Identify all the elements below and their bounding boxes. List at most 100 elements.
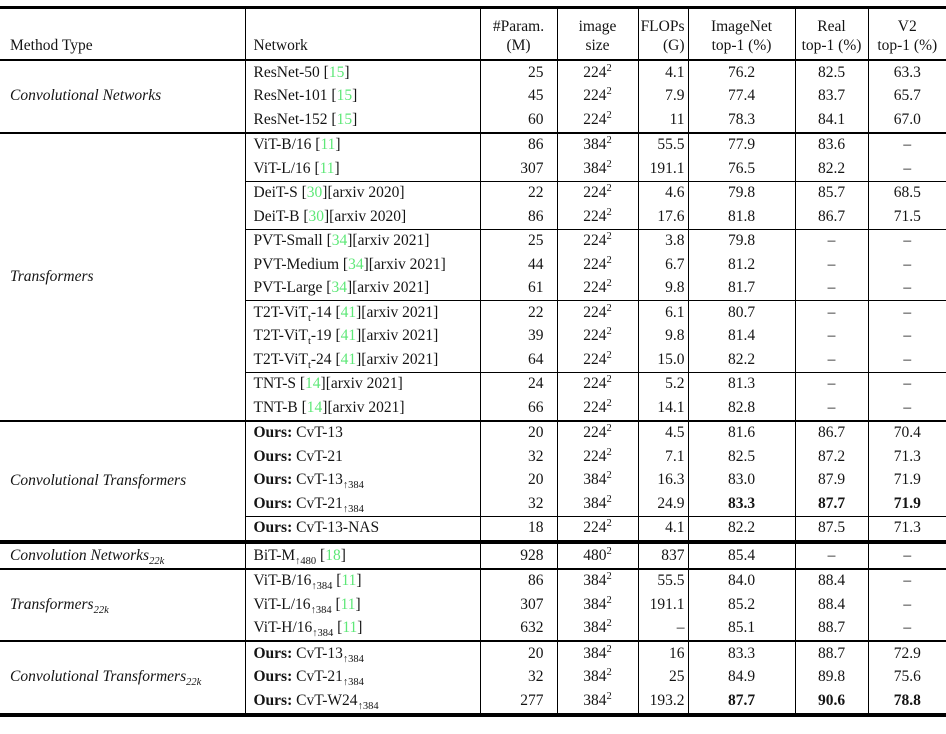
imagenet-cell: 81.3 xyxy=(687,371,795,396)
params-cell: 61 xyxy=(479,276,557,301)
network-cell: Ours: CvT-W24↑384 xyxy=(244,689,480,715)
v2-cell: – xyxy=(867,396,946,421)
citation-link[interactable]: [41] xyxy=(335,350,362,368)
real-cell: 82.5 xyxy=(794,60,868,85)
imagenet-cell: 81.8 xyxy=(687,205,795,229)
imagenet-cell: 82.2 xyxy=(687,348,795,372)
header-flops: FLOPs (G) xyxy=(637,7,688,61)
params-cell: 32 xyxy=(479,492,557,516)
real-cell: – xyxy=(794,253,868,277)
params-cell: 928 xyxy=(479,540,557,569)
citation-link[interactable]: [14] xyxy=(301,398,328,416)
network-cell: T2T-ViTt-24 [41][arxiv 2021] xyxy=(244,348,480,372)
citation-link[interactable]: [34] xyxy=(326,232,353,250)
real-cell: – xyxy=(794,371,868,396)
image-size-cell: 2242 xyxy=(556,419,638,445)
citation-link[interactable]: [11] xyxy=(315,136,341,154)
citation-number: 11 xyxy=(342,619,358,637)
citation-link[interactable]: [18] xyxy=(320,546,346,564)
citation-link[interactable]: [41] xyxy=(335,303,362,321)
table-row: Ours: CvT-13↑384 20 3842 16.3 83.0 87.9 71.9 xyxy=(0,468,946,492)
v2-cell: 71.5 xyxy=(867,205,946,229)
image-size-cell: 2242 xyxy=(556,180,638,205)
image-size-cell: 2242 xyxy=(556,300,638,325)
imagenet-cell: 81.6 xyxy=(687,419,795,445)
method-type-cell: Transformers xyxy=(0,131,245,421)
citation-link[interactable]: [11] xyxy=(336,572,362,590)
imagenet-cell: 77.9 xyxy=(687,131,795,157)
header-real-line1: Real xyxy=(817,18,846,35)
table-row: T2T-ViTt-19 [41][arxiv 2021] 39 2242 9.8 81.… xyxy=(0,324,946,348)
flops-cell: 5.2 xyxy=(637,371,688,396)
imagenet-cell: 81.2 xyxy=(687,253,795,277)
flops-cell: 16 xyxy=(637,640,688,666)
flops-cell: 14.1 xyxy=(637,396,688,421)
header-real: Real top-1 (%) xyxy=(794,7,868,61)
real-cell: 87.2 xyxy=(794,445,868,469)
flops-cell: 55.5 xyxy=(637,131,688,157)
params-cell: 22 xyxy=(479,180,557,205)
header-image-size-line2: size xyxy=(585,37,610,54)
citation-link[interactable]: [41] xyxy=(335,327,362,345)
params-cell: 24 xyxy=(479,371,557,396)
v2-cell: 78.8 xyxy=(867,689,946,715)
table-row: ViT-H/16↑384 [11] 632 3842–85.1 88.7– xyxy=(0,616,946,641)
citation-link[interactable]: [15] xyxy=(323,63,350,81)
flops-cell: 7.1 xyxy=(637,445,688,469)
real-cell: – xyxy=(794,276,868,301)
params-cell: 32 xyxy=(479,665,557,689)
flops-cell: 4.6 xyxy=(637,180,688,205)
image-size-cell: 3842 xyxy=(556,665,638,689)
citation-number: 30 xyxy=(306,184,323,202)
table-row: ResNet-101 [15] 45 2242 7.9 77.4 83.7 65.7 xyxy=(0,84,946,108)
citation-link[interactable]: [11] xyxy=(335,595,361,613)
network-cell: ViT-H/16↑384 [11] xyxy=(244,616,480,641)
citation-link[interactable]: [11] xyxy=(337,619,363,637)
params-cell: 22 xyxy=(479,300,557,325)
flops-cell: 17.6 xyxy=(637,205,688,229)
image-size-cell: 3842 xyxy=(556,689,638,715)
network-cell: T2T-ViTt-19 [41][arxiv 2021] xyxy=(244,324,480,348)
image-size-cell: 3842 xyxy=(556,468,638,492)
network-cell: Ours: CvT-21↑384 xyxy=(244,492,480,516)
imagenet-cell: 85.2 xyxy=(687,593,795,617)
citation-number: 15 xyxy=(336,110,353,128)
params-cell: 632 xyxy=(479,616,557,641)
real-cell: 90.6 xyxy=(794,689,868,715)
v2-cell: – xyxy=(867,228,946,253)
network-cell: ViT-B/16↑384 [11] xyxy=(244,567,480,593)
citation-link[interactable]: [34] xyxy=(342,255,369,273)
citation-link[interactable]: [34] xyxy=(326,279,353,297)
v2-cell: – xyxy=(867,300,946,325)
citation-link[interactable]: [30] xyxy=(301,184,328,202)
citation-number: 41 xyxy=(340,303,357,321)
citation-link[interactable]: [11] xyxy=(314,159,340,177)
flops-cell: 3.8 xyxy=(637,228,688,253)
image-size-cell: 3842 xyxy=(556,567,638,593)
real-cell: 84.1 xyxy=(794,108,868,133)
image-size-cell: 2242 xyxy=(556,108,638,133)
flops-cell: 6.1 xyxy=(637,300,688,325)
flops-cell: 9.8 xyxy=(637,324,688,348)
table-row: DeiT-B [30][arxiv 2020] 86 2242 17.6 81.8 86.… xyxy=(0,205,946,229)
flops-cell: 191.1 xyxy=(637,157,688,181)
citation-link[interactable]: [30] xyxy=(303,207,330,225)
network-cell: Ours: CvT-13↑384 xyxy=(244,640,480,666)
flops-cell: 55.5 xyxy=(637,567,688,593)
v2-cell: – xyxy=(867,253,946,277)
header-imagenet-line1: ImageNet xyxy=(710,18,773,35)
network-cell: ResNet-101 [15] xyxy=(244,84,480,108)
method-type-cell: Convolutional Transformers xyxy=(0,419,245,542)
citation-number: 11 xyxy=(341,572,357,590)
real-cell: 89.8 xyxy=(794,665,868,689)
citation-link[interactable]: [15] xyxy=(331,110,358,128)
citation-number: 41 xyxy=(340,327,357,345)
v2-cell: 67.0 xyxy=(867,108,946,133)
imagenet-cell: 82.2 xyxy=(687,515,795,542)
citation-link[interactable]: [14] xyxy=(299,375,326,393)
citation-link[interactable]: [15] xyxy=(331,87,358,105)
table-row: T2T-ViTt-24 [41][arxiv 2021] 64 2242 15.0 82… xyxy=(0,348,946,372)
params-cell: 45 xyxy=(479,84,557,108)
network-cell: ViT-L/16 [11] xyxy=(244,157,480,181)
v2-cell: – xyxy=(867,371,946,396)
